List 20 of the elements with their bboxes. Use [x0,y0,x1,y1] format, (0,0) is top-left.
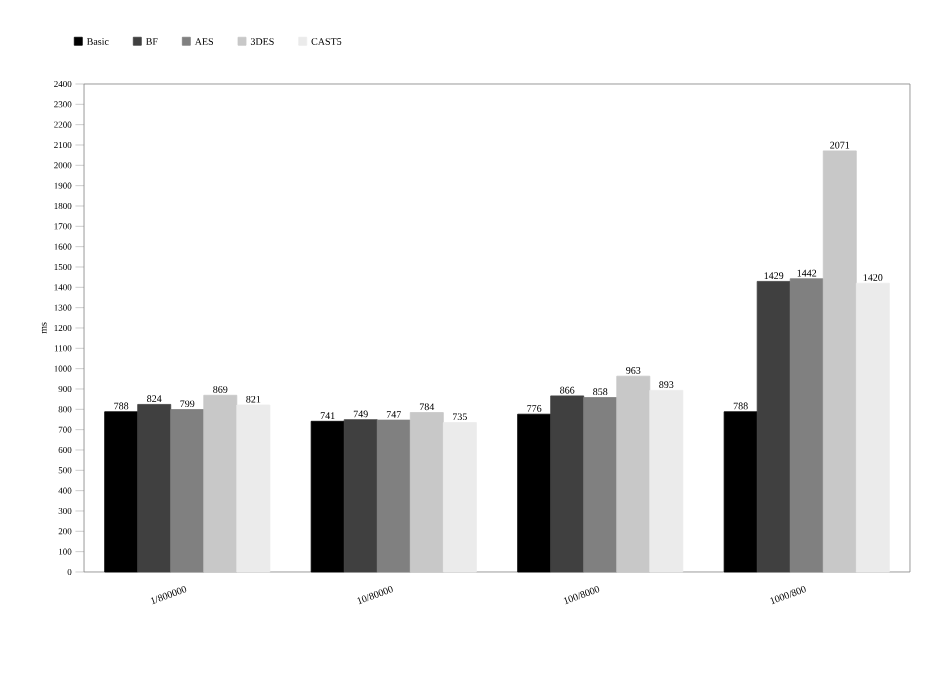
bar [104,411,139,573]
bar [170,409,205,573]
bar [616,375,651,573]
bar [723,411,758,573]
bar [442,422,477,573]
bar [236,404,271,573]
bar [583,397,618,573]
bar [822,150,857,573]
bar [310,420,345,573]
bar [203,394,238,573]
bar [550,395,585,573]
bar [649,390,684,573]
bar [343,419,378,573]
bar [517,413,552,573]
bar [137,404,172,573]
bar [756,281,791,573]
bar [855,282,890,573]
bar [409,412,444,573]
bar [789,278,824,573]
bar [376,419,411,573]
